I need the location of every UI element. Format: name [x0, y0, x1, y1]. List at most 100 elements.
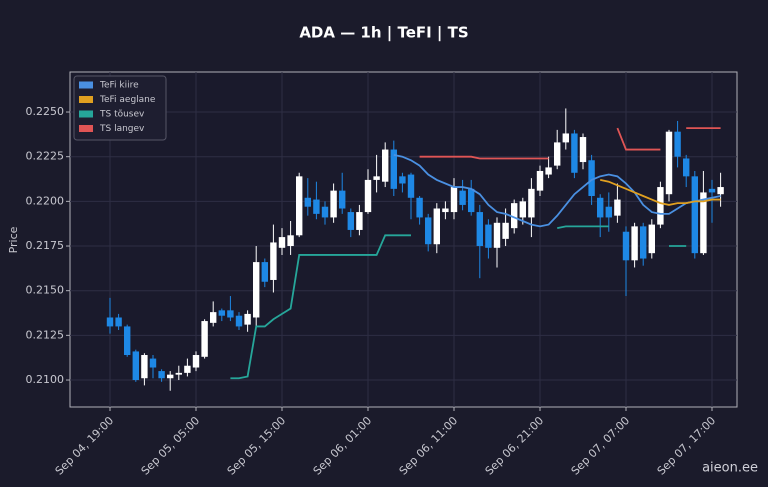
candle-body [519, 201, 526, 218]
candle-body [407, 174, 415, 198]
candle-body [528, 188, 535, 218]
candle-body [106, 317, 114, 327]
candle-body [278, 237, 286, 248]
legend-swatch [79, 81, 93, 89]
watermark: aieon.ee [702, 461, 758, 476]
candle-body [270, 242, 277, 280]
series-line [600, 179, 721, 206]
candle-body [330, 190, 337, 218]
legend-label: TS tõusev [99, 110, 145, 120]
candle-body [648, 224, 655, 254]
candle-body [674, 131, 681, 157]
candle-body [253, 262, 260, 318]
candle-body [132, 351, 139, 381]
candle-body [399, 176, 406, 184]
candle-body [476, 212, 483, 247]
candle-body [562, 133, 569, 143]
candle-body [235, 315, 243, 327]
candle-body [493, 222, 501, 248]
y-tick-label: 0.2175 [26, 239, 65, 252]
candle-body [175, 372, 182, 375]
candle-body [502, 222, 509, 239]
series-line [616, 127, 661, 151]
series-line [419, 155, 549, 160]
candle-body [261, 262, 268, 282]
candle-body [210, 312, 217, 323]
candle-body [614, 199, 621, 216]
candle-body [485, 224, 492, 248]
candle-body [158, 371, 165, 379]
candle-body [545, 167, 552, 175]
candle-body [382, 149, 389, 182]
candle-body [416, 197, 423, 218]
candle-body [708, 188, 716, 193]
candle-body [622, 231, 630, 261]
candle-body [184, 365, 191, 373]
candle-body [450, 187, 458, 213]
candle-body [296, 176, 303, 236]
y-tick-label: 0.2125 [26, 328, 65, 341]
candle-body [631, 226, 638, 261]
candle-body [244, 313, 251, 325]
candle-body [339, 190, 346, 209]
y-tick-label: 0.2250 [26, 105, 65, 118]
y-tick-label: 0.2200 [26, 194, 65, 207]
candle-body [167, 374, 174, 379]
candle-body [588, 160, 595, 196]
candle-body [425, 217, 432, 245]
candle-body [433, 208, 440, 245]
candle-body [304, 197, 311, 207]
legend-swatch [79, 96, 93, 103]
candle-body [640, 226, 647, 259]
y-tick-label: 0.2150 [26, 284, 65, 297]
candle-body [691, 176, 698, 254]
candle-body [373, 176, 380, 180]
candle-body [364, 179, 372, 213]
candle-body [321, 206, 329, 218]
legend-box [73, 75, 167, 141]
candle-body [149, 358, 157, 368]
y-axis-label: Price [7, 226, 20, 253]
chart-title: ADA — 1h | TeFI | TS [299, 24, 468, 43]
candle-body [665, 131, 673, 195]
legend: TeFi kiire TeFi aeglane TS tõusev TS langev [73, 75, 167, 141]
candle-body [657, 187, 664, 225]
candle-body [536, 170, 544, 191]
candle-body [356, 212, 363, 230]
candle-body [579, 137, 587, 163]
candle-body [287, 235, 294, 247]
candle-body [468, 188, 475, 213]
candle-body [442, 208, 449, 213]
candle-body [115, 317, 122, 327]
candle-body [227, 310, 234, 318]
candle-body [201, 321, 208, 357]
candle-body [717, 187, 724, 195]
series-line [557, 225, 609, 230]
candle-body [124, 326, 131, 356]
y-tick-label: 0.2225 [26, 150, 65, 163]
candle-body [347, 212, 354, 230]
legend-label: TS langev [99, 124, 145, 134]
legend-swatch [79, 125, 93, 132]
legend-label: TeFi kiire [99, 81, 139, 91]
candle-body [554, 142, 561, 166]
candle-body [313, 199, 320, 214]
candle-body [192, 355, 200, 368]
candle-body [218, 310, 225, 316]
candle-body [511, 203, 518, 229]
legend-swatch [79, 110, 93, 118]
candle-body [597, 197, 604, 218]
series-line [393, 154, 721, 228]
candle-body [459, 190, 466, 205]
candle-body [141, 355, 148, 379]
series-line [230, 234, 411, 380]
candle-body [605, 206, 612, 218]
legend-label: TeFi aeglane [99, 95, 156, 105]
candle-body [683, 158, 690, 177]
candle-body [700, 192, 707, 254]
candle-body [390, 149, 397, 189]
candle-body [571, 133, 578, 173]
y-tick-label: 0.2100 [26, 373, 65, 386]
